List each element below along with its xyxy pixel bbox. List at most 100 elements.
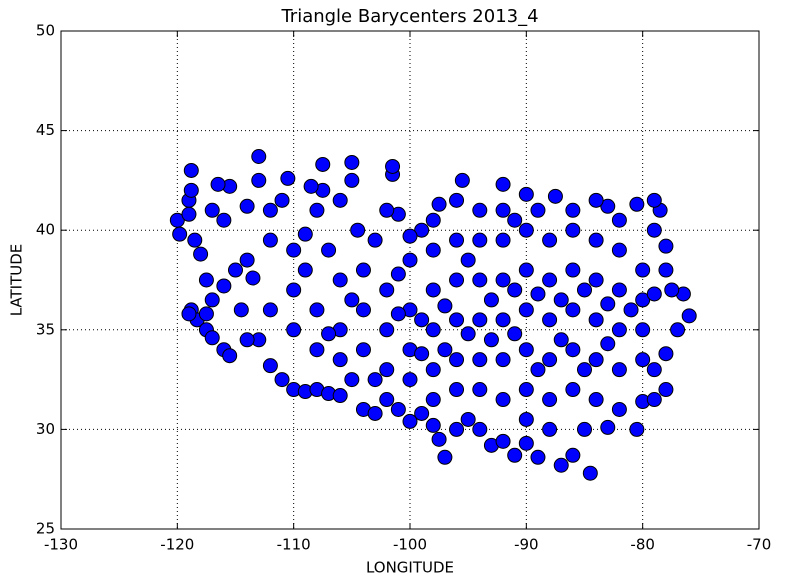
point [565, 382, 581, 398]
point [425, 322, 441, 338]
point [518, 342, 534, 358]
point [495, 312, 511, 328]
point [600, 296, 616, 312]
point [565, 262, 581, 278]
point [425, 392, 441, 408]
point [425, 282, 441, 298]
point [495, 352, 511, 368]
point [309, 202, 325, 218]
point [495, 232, 511, 248]
point [239, 332, 255, 348]
point [181, 306, 197, 322]
point [542, 352, 558, 368]
point [495, 202, 511, 218]
point [472, 272, 488, 288]
point [286, 242, 302, 258]
point [518, 222, 534, 238]
point [507, 282, 523, 298]
point [239, 252, 255, 268]
point [565, 447, 581, 463]
point [635, 262, 651, 278]
point [507, 447, 523, 463]
point [414, 346, 430, 362]
point [547, 188, 563, 204]
point [402, 413, 418, 429]
point [402, 252, 418, 268]
point [414, 222, 430, 238]
point [344, 292, 360, 308]
point [350, 222, 366, 238]
point [414, 405, 430, 421]
points [169, 148, 697, 481]
point [355, 342, 371, 358]
point [664, 282, 680, 298]
point [611, 212, 627, 228]
point [379, 392, 395, 408]
point [344, 154, 360, 170]
point [582, 465, 598, 481]
point [402, 372, 418, 388]
point [646, 192, 662, 208]
point [495, 176, 511, 192]
point [472, 232, 488, 248]
x-tick-label: -80 [630, 536, 655, 554]
x-tick-label: -70 [747, 536, 772, 554]
point [321, 242, 337, 258]
point [183, 162, 199, 178]
point [565, 202, 581, 218]
point [367, 405, 383, 421]
point [449, 421, 465, 437]
point [431, 431, 447, 447]
x-tick-label: -120 [160, 536, 194, 554]
point [530, 362, 546, 378]
point [542, 312, 558, 328]
y-tick-label: 25 [36, 520, 55, 538]
point [495, 392, 511, 408]
point [611, 401, 627, 417]
point [611, 282, 627, 298]
point [193, 246, 209, 262]
y-tick-label: 30 [36, 420, 55, 438]
point [670, 322, 686, 338]
point [588, 392, 604, 408]
point [454, 172, 470, 188]
point [565, 222, 581, 238]
point [228, 262, 243, 278]
point [646, 392, 662, 408]
point [611, 362, 627, 378]
point [425, 212, 441, 228]
point [309, 342, 325, 358]
point [332, 192, 348, 208]
point [198, 306, 214, 322]
x-axis-label: LONGITUDE [366, 559, 454, 577]
point [577, 282, 592, 298]
point [332, 388, 348, 404]
point [367, 232, 383, 248]
point [286, 282, 302, 298]
point [483, 292, 499, 308]
point [530, 449, 546, 465]
point [588, 352, 604, 368]
point [449, 312, 465, 328]
point [518, 411, 534, 427]
point [402, 228, 418, 244]
point [344, 372, 360, 388]
point [577, 421, 592, 437]
point [449, 192, 465, 208]
point [460, 326, 476, 342]
point [280, 170, 296, 186]
point [588, 272, 604, 288]
point [245, 270, 261, 286]
point [210, 176, 226, 192]
point [646, 286, 662, 302]
point [379, 322, 395, 338]
point [472, 421, 488, 437]
x-tick-label: -90 [514, 536, 539, 554]
point [204, 292, 220, 308]
y-tick-label: 50 [36, 22, 55, 40]
point [286, 322, 302, 338]
point [262, 232, 278, 248]
point [332, 272, 348, 288]
